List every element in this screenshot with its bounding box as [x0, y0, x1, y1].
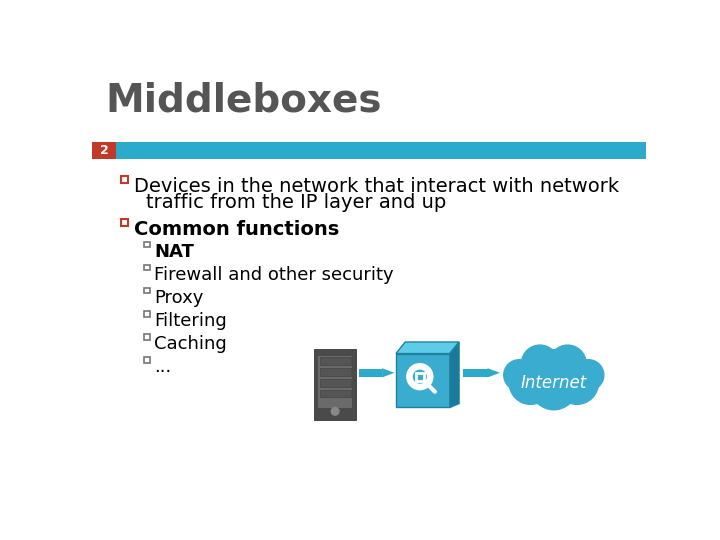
Circle shape	[408, 364, 432, 389]
Text: 2: 2	[100, 144, 109, 157]
FancyBboxPatch shape	[320, 357, 351, 365]
Circle shape	[573, 360, 604, 390]
Text: Devices in the network that interact with network: Devices in the network that interact wit…	[134, 177, 619, 196]
FancyBboxPatch shape	[463, 369, 487, 377]
Text: NAT: NAT	[154, 242, 194, 261]
Circle shape	[525, 350, 583, 408]
Circle shape	[549, 345, 586, 382]
Text: Middleboxes: Middleboxes	[106, 82, 382, 120]
Text: Internet: Internet	[521, 374, 587, 392]
FancyBboxPatch shape	[396, 354, 450, 408]
Text: Firewall and other security: Firewall and other security	[154, 266, 394, 284]
FancyBboxPatch shape	[92, 142, 647, 159]
FancyBboxPatch shape	[315, 349, 356, 420]
FancyBboxPatch shape	[320, 379, 351, 387]
Circle shape	[544, 354, 578, 388]
Circle shape	[529, 354, 563, 388]
FancyBboxPatch shape	[320, 390, 351, 397]
Polygon shape	[487, 368, 500, 377]
Circle shape	[504, 360, 534, 390]
Circle shape	[331, 408, 339, 415]
FancyBboxPatch shape	[92, 142, 117, 159]
Circle shape	[555, 361, 598, 404]
Circle shape	[411, 368, 428, 385]
Text: Caching: Caching	[154, 335, 227, 353]
Text: Common functions: Common functions	[134, 220, 339, 239]
FancyBboxPatch shape	[318, 356, 352, 408]
Polygon shape	[450, 342, 459, 408]
FancyBboxPatch shape	[320, 368, 351, 376]
Circle shape	[531, 363, 577, 410]
Circle shape	[521, 345, 559, 382]
Polygon shape	[396, 342, 459, 354]
Circle shape	[509, 361, 552, 404]
Text: ...: ...	[154, 358, 171, 376]
Text: Proxy: Proxy	[154, 289, 204, 307]
Polygon shape	[382, 368, 395, 377]
FancyBboxPatch shape	[359, 369, 382, 377]
Text: Filtering: Filtering	[154, 312, 227, 330]
Text: traffic from the IP layer and up: traffic from the IP layer and up	[146, 193, 446, 212]
